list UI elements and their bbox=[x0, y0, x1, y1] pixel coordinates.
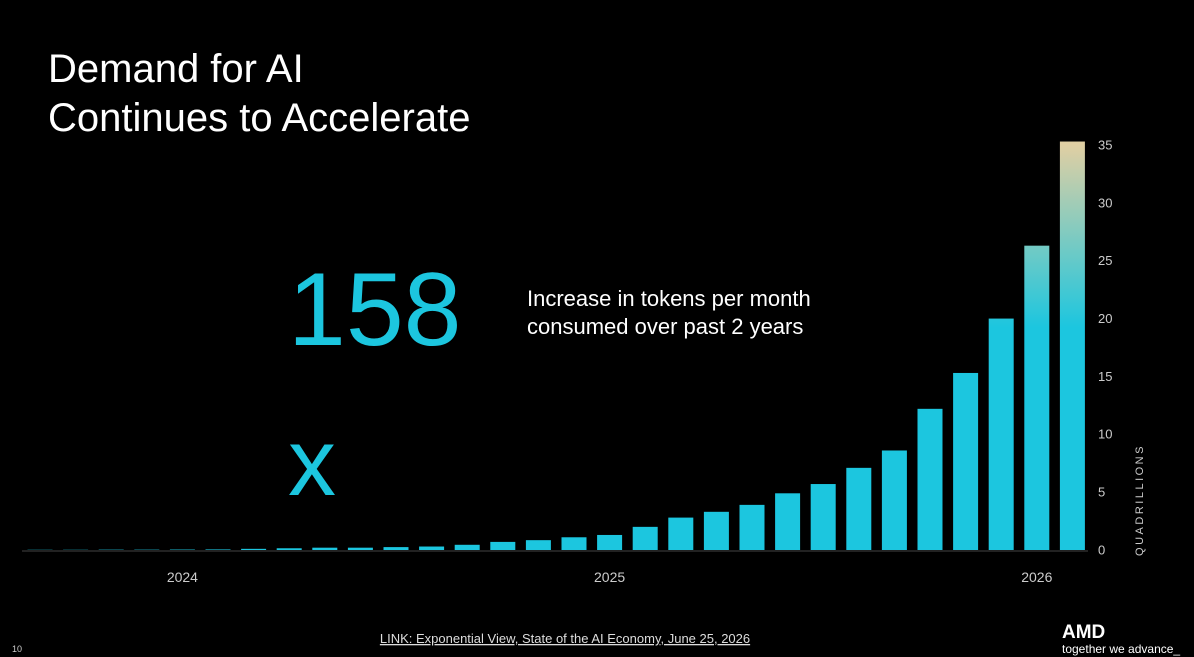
bar bbox=[241, 548, 267, 550]
x-tick-label: 2026 bbox=[1021, 569, 1052, 585]
bar bbox=[668, 517, 694, 550]
bar bbox=[632, 526, 658, 550]
bar bbox=[810, 484, 836, 550]
bar bbox=[1024, 245, 1050, 550]
bar bbox=[347, 547, 373, 550]
bar bbox=[525, 540, 551, 550]
logo: AMD bbox=[1062, 622, 1105, 643]
bar bbox=[953, 372, 979, 550]
x-tick-label: 2024 bbox=[167, 569, 198, 585]
bar bbox=[597, 534, 623, 550]
y-tick-label: 25 bbox=[1098, 253, 1112, 268]
source-link[interactable]: LINK: Exponential View, State of the AI … bbox=[380, 631, 750, 646]
y-tick-label: 20 bbox=[1098, 311, 1112, 326]
y-tick-label: 5 bbox=[1098, 485, 1105, 500]
bar bbox=[917, 408, 943, 550]
bar bbox=[1059, 141, 1085, 550]
big-number: 158 bbox=[288, 252, 462, 368]
y-tick-label: 30 bbox=[1098, 195, 1112, 210]
caption-line: consumed over past 2 years bbox=[527, 314, 803, 339]
x-tick-label: 2025 bbox=[594, 569, 625, 585]
bar bbox=[988, 318, 1014, 550]
page-number: 10 bbox=[12, 644, 22, 654]
bar bbox=[703, 511, 729, 550]
y-tick-label: 0 bbox=[1098, 542, 1105, 557]
bar bbox=[419, 546, 445, 550]
big-suffix: x bbox=[288, 409, 336, 516]
bar bbox=[383, 547, 409, 550]
bar bbox=[490, 541, 516, 550]
bar bbox=[205, 549, 231, 550]
title-line: Demand for AI bbox=[48, 47, 304, 91]
bar bbox=[454, 544, 480, 550]
y-tick-label: 35 bbox=[1098, 137, 1112, 152]
caption-line: Increase in tokens per month bbox=[527, 286, 811, 311]
bar bbox=[312, 547, 338, 550]
title-line: Continues to Accelerate bbox=[48, 96, 470, 140]
bar bbox=[561, 537, 587, 550]
bar bbox=[881, 450, 907, 550]
y-tick-label: 15 bbox=[1098, 369, 1112, 384]
bar bbox=[846, 467, 872, 550]
bar bbox=[276, 548, 302, 550]
tagline: together we advance_ bbox=[1062, 642, 1180, 656]
y-axis-label: QUADRILLIONS bbox=[1134, 444, 1146, 556]
bar bbox=[739, 504, 765, 550]
bar bbox=[775, 493, 801, 550]
y-tick-label: 10 bbox=[1098, 427, 1112, 442]
